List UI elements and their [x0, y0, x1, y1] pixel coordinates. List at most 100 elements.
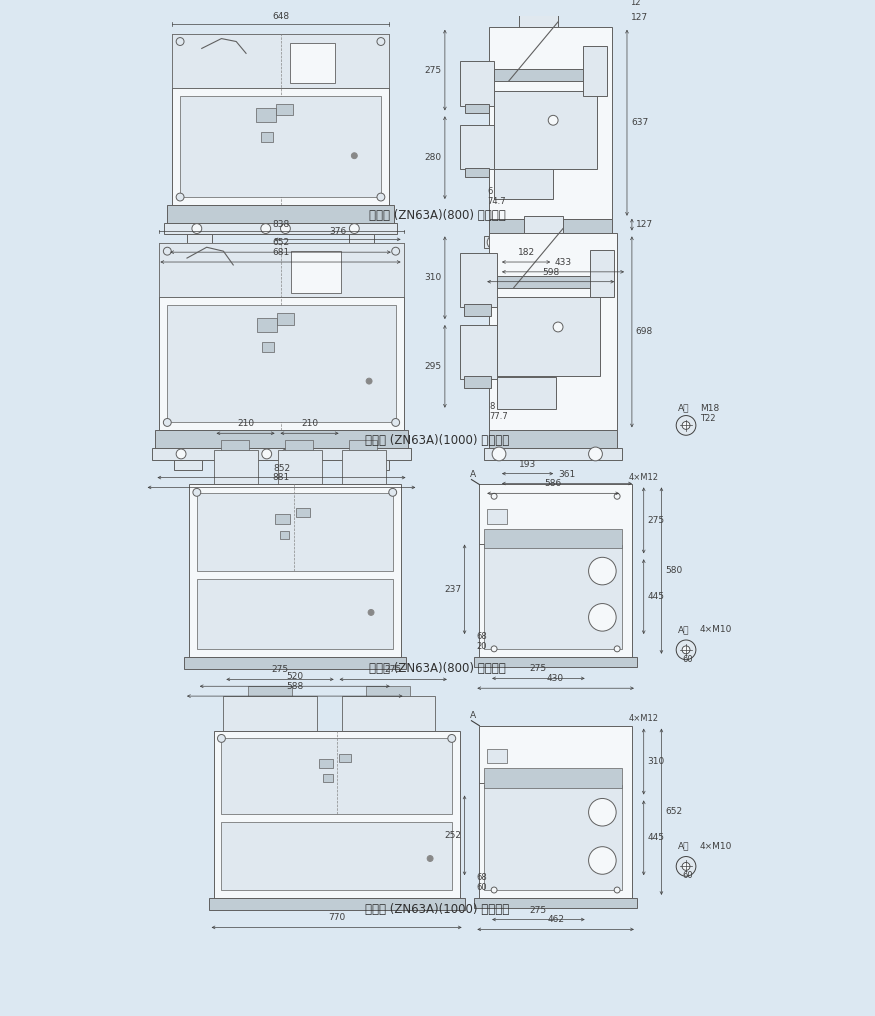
Text: 881: 881: [273, 473, 290, 483]
Text: A: A: [470, 711, 476, 719]
Bar: [341, 696, 435, 731]
Bar: [484, 528, 622, 549]
Circle shape: [676, 640, 696, 659]
Bar: [197, 494, 393, 571]
Bar: [583, 47, 607, 96]
Bar: [519, 9, 558, 26]
Bar: [208, 898, 465, 909]
Bar: [184, 656, 405, 669]
Text: 252: 252: [444, 831, 462, 840]
Text: 275: 275: [385, 665, 402, 675]
Circle shape: [589, 604, 616, 631]
Bar: [174, 460, 202, 469]
Text: 74.7: 74.7: [487, 197, 506, 206]
Circle shape: [392, 419, 400, 427]
Text: 586: 586: [544, 480, 562, 489]
Bar: [464, 305, 491, 316]
Circle shape: [448, 735, 456, 743]
Text: 193: 193: [519, 459, 536, 468]
Circle shape: [676, 856, 696, 876]
Text: 433: 433: [555, 258, 571, 267]
Circle shape: [352, 152, 357, 158]
Text: M18: M18: [700, 403, 719, 412]
Bar: [297, 508, 310, 517]
Text: 280: 280: [424, 153, 442, 163]
Circle shape: [176, 449, 186, 459]
Circle shape: [377, 38, 385, 46]
Circle shape: [282, 449, 291, 459]
Text: 60: 60: [476, 883, 487, 892]
Circle shape: [676, 416, 696, 435]
Text: 手车式 (ZN63A)(1000) 外形尺寸: 手车式 (ZN63A)(1000) 外形尺寸: [365, 434, 509, 447]
Bar: [167, 306, 396, 423]
Bar: [497, 275, 600, 288]
Circle shape: [589, 558, 616, 585]
Text: 182: 182: [517, 248, 535, 257]
Circle shape: [487, 236, 501, 249]
Bar: [484, 546, 622, 649]
Text: 852: 852: [273, 463, 290, 472]
Bar: [275, 514, 290, 524]
Circle shape: [492, 447, 506, 461]
Bar: [349, 235, 374, 244]
Bar: [489, 26, 612, 218]
Bar: [155, 431, 409, 448]
Bar: [180, 96, 381, 197]
Bar: [465, 168, 489, 178]
Bar: [489, 431, 617, 448]
Text: 376: 376: [329, 228, 346, 237]
Bar: [262, 341, 274, 352]
Circle shape: [549, 116, 558, 125]
Text: 462: 462: [547, 915, 564, 925]
Circle shape: [368, 610, 374, 616]
Circle shape: [349, 224, 360, 234]
Text: 275: 275: [530, 905, 547, 914]
Bar: [221, 739, 452, 814]
Bar: [197, 579, 393, 649]
Circle shape: [176, 38, 184, 46]
Text: 275: 275: [648, 516, 665, 525]
Circle shape: [682, 422, 690, 430]
Circle shape: [589, 846, 616, 874]
Text: 237: 237: [444, 585, 462, 593]
Bar: [474, 656, 637, 666]
Circle shape: [377, 193, 385, 201]
Bar: [261, 132, 273, 142]
Text: 60: 60: [682, 871, 693, 880]
Text: 6: 6: [487, 187, 493, 196]
Bar: [276, 313, 294, 325]
Text: 210: 210: [237, 420, 254, 429]
Text: 698: 698: [636, 327, 653, 336]
Text: 4×M12: 4×M12: [629, 713, 659, 722]
Text: 310: 310: [648, 757, 665, 766]
Bar: [474, 898, 637, 907]
Bar: [248, 686, 292, 696]
Circle shape: [491, 494, 497, 499]
Bar: [339, 754, 352, 762]
Bar: [189, 485, 401, 656]
Circle shape: [176, 193, 184, 201]
Circle shape: [192, 489, 200, 496]
Text: 652: 652: [665, 808, 682, 816]
Circle shape: [261, 224, 270, 234]
Text: A向: A向: [678, 841, 690, 850]
Text: T22: T22: [700, 415, 716, 424]
Bar: [459, 125, 494, 170]
Circle shape: [553, 322, 563, 332]
Circle shape: [281, 224, 290, 234]
Circle shape: [589, 799, 616, 826]
Bar: [497, 298, 600, 376]
Bar: [489, 218, 612, 237]
Bar: [221, 822, 452, 890]
Bar: [291, 251, 340, 293]
Circle shape: [682, 646, 690, 653]
Bar: [323, 774, 332, 781]
Bar: [187, 235, 212, 244]
Circle shape: [581, 236, 594, 249]
Circle shape: [614, 646, 620, 652]
Bar: [494, 69, 598, 81]
Bar: [172, 34, 388, 205]
Bar: [164, 223, 396, 235]
Bar: [285, 440, 313, 450]
Bar: [590, 250, 614, 298]
